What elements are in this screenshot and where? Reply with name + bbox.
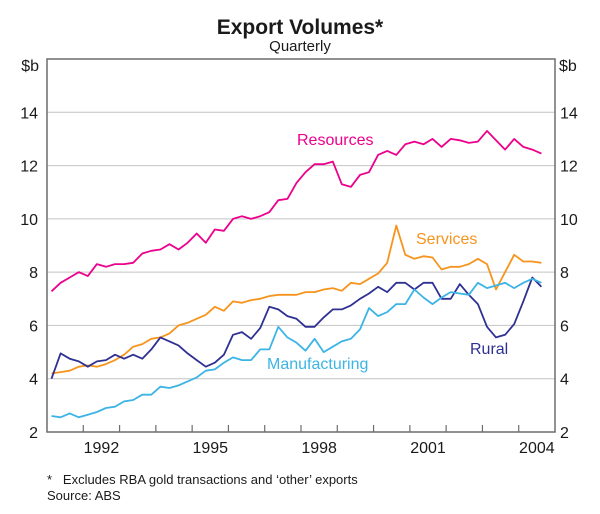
x-tick-label-1992: 1992: [84, 440, 120, 457]
y-tick-label-left-2: 2: [29, 425, 38, 442]
y-tick-label-left-6: 6: [29, 318, 38, 335]
series-line-resources: [50, 129, 542, 292]
x-tick-label-1995: 1995: [192, 440, 228, 457]
y-tick-label-left-12: 12: [20, 159, 38, 176]
y-unit-right: $b: [559, 58, 577, 75]
y-tick-label-left-4: 4: [29, 372, 38, 389]
plot-frame: [46, 58, 556, 433]
y-tick-label-right-6: 6: [560, 318, 569, 335]
axes: [46, 58, 556, 433]
y-tick-label-right-2: 2: [560, 425, 569, 442]
label-rural: Rural: [470, 341, 508, 358]
label-resources: Resources: [297, 132, 373, 149]
tick-labels: 2 2 4 4 6 6 8 8 10 10 12 12 14 14 1992 1995 1998 2001 2004: [20, 105, 578, 457]
y-tick-label-left-8: 8: [29, 265, 38, 282]
series-line-services: [51, 224, 542, 375]
y-unit-left: $b: [21, 58, 39, 75]
x-tick-label-1998: 1998: [301, 440, 337, 457]
footnote: * Excludes RBA gold transactions and ‘ot…: [47, 472, 358, 487]
label-services: Services: [416, 231, 477, 248]
y-tick-label-right-10: 10: [560, 212, 578, 229]
y-tick-label-right-8: 8: [560, 265, 569, 282]
x-tick-label-2004: 2004: [519, 440, 555, 457]
source-note: Source: ABS: [47, 488, 121, 503]
series-line-rural: [50, 276, 543, 380]
series-line-manufacturing: [51, 277, 542, 419]
y-tick-label-right-12: 12: [560, 159, 578, 176]
x-tick-label-2001: 2001: [410, 440, 446, 457]
series-lines: [50, 129, 543, 419]
chart-title: Export Volumes*: [217, 16, 384, 39]
gridlines: [47, 111, 555, 380]
y-tick-label-left-14: 14: [20, 105, 38, 122]
chart-subtitle: Quarterly: [269, 38, 331, 55]
y-tick-label-right-4: 4: [560, 372, 569, 389]
y-tick-label-right-14: 14: [560, 105, 578, 122]
y-tick-label-left-10: 10: [20, 212, 38, 229]
label-manufacturing: Manufacturing: [267, 356, 368, 373]
